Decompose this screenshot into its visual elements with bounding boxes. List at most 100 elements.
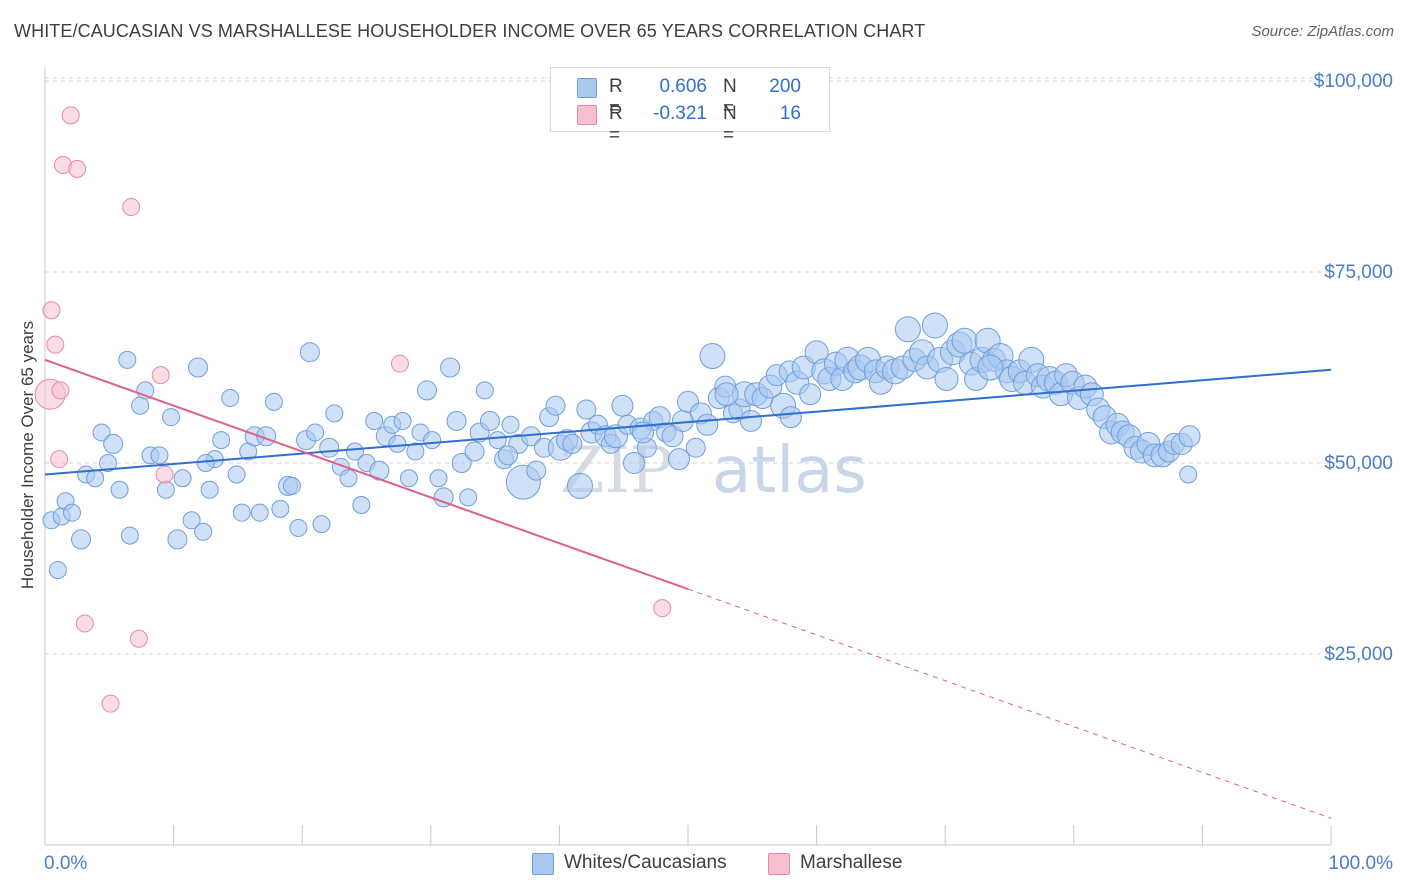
legend-swatch-blue (577, 78, 597, 98)
whites-point (131, 396, 150, 415)
whites-point (250, 503, 269, 522)
whites-point (446, 410, 467, 431)
whites-point (212, 431, 231, 450)
whites-point (221, 389, 240, 408)
whites-point (167, 529, 188, 550)
y-tick-label: $50,000 (1324, 453, 1393, 474)
legend-swatch-pink (577, 105, 597, 125)
whites-point (497, 445, 518, 466)
source-label: Source: ZipAtlas.com (1251, 23, 1394, 40)
whites-trend-line (44, 368, 1332, 476)
whites-point (977, 354, 1004, 381)
marshallese-point (129, 629, 148, 648)
whites-point (576, 399, 597, 420)
whites-point (699, 343, 726, 370)
whites-point (156, 480, 175, 499)
whites-point (393, 411, 412, 430)
whites-point (86, 469, 105, 488)
marshallese-trend-extension (687, 588, 1332, 819)
marshallese-point (122, 198, 141, 217)
whites-point (661, 425, 684, 448)
y-axis-label: Householder Income Over 65 years (18, 320, 37, 590)
y-tick-label: $75,000 (1324, 262, 1393, 283)
legend-r-value: -0.321 (653, 103, 707, 124)
marshallese-point (46, 335, 65, 354)
legend-swatch-pink (768, 853, 790, 875)
whites-point (406, 442, 425, 461)
marshallese-point (50, 450, 69, 469)
whites-point (921, 312, 948, 339)
legend-r-label: R = (609, 76, 623, 119)
series-whites-points (42, 312, 1201, 579)
whites-point (369, 460, 390, 481)
whites-point (232, 503, 251, 522)
whites-point (894, 316, 921, 343)
tick-labels: $25,000 $50,000 $75,000 $100,000 0.0% 100.0% (44, 71, 1393, 874)
x-tick-label: 0.0% (44, 853, 87, 874)
whites-point (696, 413, 719, 436)
marshallese-point (155, 465, 174, 484)
whites-point (501, 415, 520, 434)
whites-point (365, 411, 384, 430)
axes (44, 68, 1332, 846)
whites-point (440, 357, 461, 378)
whites-point (488, 431, 507, 450)
whites-point (714, 382, 739, 407)
whites-point (110, 480, 129, 499)
whites-point (188, 357, 209, 378)
whites-point (150, 446, 169, 465)
marshallese-point (51, 381, 70, 400)
marshallese-point (42, 301, 61, 320)
legend-swatch-blue (532, 853, 554, 875)
whites-point (429, 469, 448, 488)
whites-point (934, 366, 959, 391)
marshallese-point (653, 599, 672, 618)
y-tick-label: $25,000 (1324, 644, 1393, 665)
whites-point (475, 381, 494, 400)
whites-point (299, 342, 320, 363)
whites-point (92, 423, 111, 442)
whites-point (182, 511, 201, 530)
whites-point (566, 472, 593, 499)
whites-point (526, 460, 547, 481)
marshallese-point (61, 106, 80, 125)
whites-point (416, 380, 437, 401)
whites-point (194, 522, 213, 541)
watermark-atlas-text: atlas (712, 434, 867, 508)
whites-point (464, 441, 485, 462)
whites-point (71, 529, 92, 550)
whites-point (951, 327, 978, 354)
whites-point (63, 503, 82, 522)
x-tick-label: 100.0% (1329, 853, 1394, 874)
marshallese-trend-line (44, 358, 689, 591)
whites-point (325, 404, 344, 423)
whites-point (459, 488, 478, 507)
legend-label-marshallese: Marshallese (800, 852, 903, 873)
whites-point (423, 431, 442, 450)
whites-point (227, 465, 246, 484)
whites-point (667, 448, 690, 471)
whites-point (200, 480, 219, 499)
whites-point (173, 469, 192, 488)
whites-point (271, 499, 290, 518)
whites-point (118, 350, 137, 369)
marshallese-point (151, 366, 170, 385)
whites-point (399, 469, 418, 488)
whites-point (306, 423, 325, 442)
whites-point (451, 453, 472, 473)
whites-point (289, 518, 308, 537)
whites-point (611, 394, 634, 417)
whites-point (740, 409, 763, 432)
whites-point (352, 496, 371, 515)
whites-point (162, 408, 181, 427)
marshallese-point (68, 159, 87, 178)
legend: R = 0.606 N = 200 R = -0.321 N = 16 (550, 67, 830, 146)
whites-point (1179, 465, 1198, 484)
whites-point (103, 433, 124, 454)
legend-n-label: N = (723, 103, 737, 146)
whites-point (120, 526, 139, 545)
whites-point (345, 442, 364, 461)
chart-title: WHITE/CAUCASIAN VS MARSHALLESE HOUSEHOLD… (14, 21, 926, 41)
whites-point (319, 437, 340, 458)
